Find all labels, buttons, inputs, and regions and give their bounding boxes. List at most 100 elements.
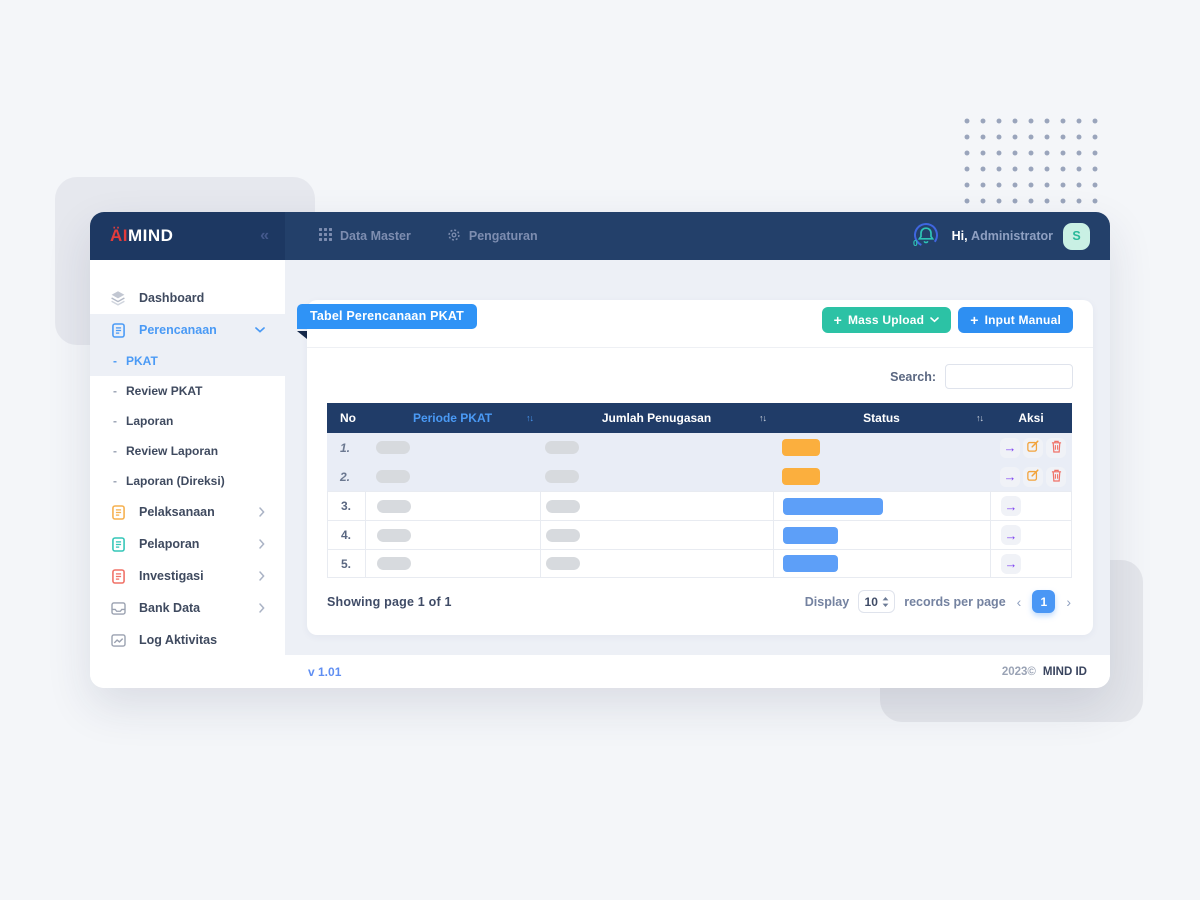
column-label: Periode PKAT <box>412 411 493 425</box>
detail-arrow-button[interactable]: → <box>1000 466 1020 487</box>
dash-bullet: - <box>113 354 117 368</box>
page-number-button[interactable]: 1 <box>1032 590 1056 613</box>
column-label: Aksi <box>1018 411 1044 425</box>
cell-jumlah-penugasan <box>541 521 774 549</box>
topbar-nav-pengaturan[interactable]: Pengaturan <box>447 228 538 245</box>
arrow-right-icon: → <box>1003 469 1017 484</box>
sidebar-collapse-icon[interactable]: « <box>260 227 269 244</box>
placeholder-pill <box>546 528 580 542</box>
grid-icon <box>319 228 332 244</box>
cell-jumlah-penugasan <box>541 492 774 520</box>
cell-jumlah-penugasan <box>540 462 773 491</box>
sidebar-subitem-laporan[interactable]: - Laporan <box>90 406 285 436</box>
plus-icon: + <box>970 312 979 328</box>
arrow-right-icon: → <box>1004 498 1018 514</box>
card-title-badge: Tabel Perencanaan PKAT <box>297 304 477 329</box>
app-window: ÄIMIND « Data Master Pengaturan 0 Hi, Adm… <box>90 212 1110 688</box>
topbar-right: 0 Hi, Administrator S <box>910 221 1090 251</box>
search-input[interactable] <box>945 364 1073 389</box>
card-divider <box>307 347 1093 348</box>
topbar-main: Data Master Pengaturan 0 Hi, Administrato… <box>285 212 1110 260</box>
delete-button[interactable] <box>1046 466 1066 487</box>
table-card: Tabel Perencanaan PKAT + Mass Upload + I… <box>297 300 1093 635</box>
arrow-right-icon: → <box>1003 440 1017 455</box>
sidebar-item-label: Pelaporan <box>139 537 200 551</box>
cell-jumlah-penugasan <box>540 433 773 462</box>
per-page-value: 10 <box>864 594 878 609</box>
sidebar: Dashboard Perencanaan - PKAT - Review PKAT - La… <box>90 260 285 655</box>
window-body: Dashboard Perencanaan - PKAT - Review PKAT - La… <box>90 260 1110 655</box>
sidebar-subitem-label: Laporan <box>126 414 174 428</box>
detail-arrow-button[interactable]: → <box>1001 496 1021 516</box>
column-header-jumlah-penugasan[interactable]: Jumlah Penugasan ↑↓ <box>540 403 773 433</box>
cell-status <box>773 462 990 491</box>
dash-bullet: - <box>113 474 117 488</box>
cell-periode-pkat <box>366 550 541 577</box>
column-header-no: No <box>327 403 365 433</box>
column-header-aksi: Aksi <box>990 403 1072 433</box>
input-manual-button[interactable]: + Input Manual <box>958 307 1073 333</box>
cell-periode-pkat <box>365 462 540 491</box>
sidebar-item-dashboard[interactable]: Dashboard <box>90 282 285 314</box>
sort-icon[interactable]: ↑↓ <box>526 413 534 423</box>
sidebar-item-label: Perencanaan <box>139 323 217 337</box>
prev-page-icon[interactable]: ‹ <box>1016 593 1022 610</box>
sidebar-subitem-review-laporan[interactable]: - Review Laporan <box>90 436 285 466</box>
delete-button[interactable] <box>1046 437 1066 458</box>
edit-button[interactable] <box>1023 437 1043 458</box>
sidebar-item-bank-data[interactable]: Bank Data <box>90 592 285 624</box>
placeholder-pill <box>377 499 411 513</box>
display-label: Display <box>804 594 850 609</box>
sidebar-item-perencanaan[interactable]: Perencanaan <box>90 314 285 346</box>
cell-aksi: → <box>991 521 1073 549</box>
sidebar-item-pelaporan[interactable]: Pelaporan <box>90 528 285 560</box>
column-header-periode-pkat[interactable]: Periode PKAT ↑↓ <box>365 403 540 433</box>
sidebar-item-pelaksanaan[interactable]: Pelaksanaan <box>90 496 285 528</box>
input-manual-label: Input Manual <box>984 313 1061 327</box>
status-badge <box>783 555 838 572</box>
status-badge <box>782 468 820 485</box>
sort-icon[interactable]: ↑↓ <box>759 413 767 423</box>
sidebar-item-label: Pelaksanaan <box>139 505 215 519</box>
column-header-status[interactable]: Status ↑↓ <box>773 403 990 433</box>
avatar[interactable]: S <box>1063 222 1090 250</box>
copyright-text: 2023© <box>1001 665 1036 678</box>
logo-part-red: ÄI <box>110 226 128 245</box>
window-footer: v 1.01 2023© MIND ID <box>90 655 1110 688</box>
detail-arrow-button[interactable]: → <box>1001 553 1021 574</box>
column-label: Jumlah Penugasan <box>601 411 712 425</box>
cell-aksi: → <box>991 492 1073 520</box>
sort-icon[interactable]: ↑↓ <box>976 413 984 423</box>
sidebar-item-investigasi[interactable]: Investigasi <box>90 560 285 592</box>
edit-icon <box>1027 440 1039 455</box>
next-page-icon[interactable]: › <box>1066 593 1071 610</box>
greeting-name: Administrator <box>971 229 1053 243</box>
detail-arrow-button[interactable]: → <box>1001 525 1021 545</box>
topbar-nav-label: Pengaturan <box>468 229 538 243</box>
badge-tail <box>297 331 307 339</box>
sidebar-subitem-review-pkat[interactable]: - Review PKAT <box>90 376 285 406</box>
topbar-nav-data-master[interactable]: Data Master <box>319 228 411 245</box>
doc-icon <box>110 504 126 520</box>
edit-button[interactable] <box>1023 466 1043 487</box>
sidebar-item-label: Dashboard <box>139 291 205 305</box>
cell-no: 4. <box>328 521 366 549</box>
records-label: records per page <box>904 594 1006 609</box>
cell-status <box>774 550 991 577</box>
doc-icon <box>110 322 126 338</box>
sidebar-item-log-aktivitas[interactable]: Log Aktivitas <box>90 624 285 656</box>
detail-arrow-button[interactable]: → <box>1000 437 1020 458</box>
cell-no: 3. <box>328 492 366 520</box>
status-badge <box>782 439 820 456</box>
sidebar-subitem-pkat[interactable]: - PKAT <box>90 346 285 376</box>
doc-icon <box>110 568 126 584</box>
topbar-nav-label: Data Master <box>340 229 411 243</box>
notification-bell-icon[interactable]: 0 <box>910 221 942 251</box>
search-row: Search: <box>890 364 1073 389</box>
sidebar-subitem-laporan-direksi[interactable]: - Laporan (Direksi) <box>90 466 285 496</box>
cell-status <box>774 492 991 520</box>
cell-periode-pkat <box>366 492 541 520</box>
per-page-select[interactable]: 10 <box>858 590 896 613</box>
mass-upload-button[interactable]: + Mass Upload <box>821 307 952 333</box>
chevron-down-icon <box>930 317 940 323</box>
